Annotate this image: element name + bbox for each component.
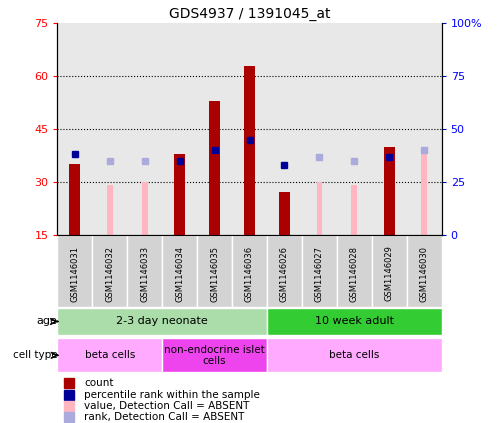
- Bar: [162, 23, 197, 235]
- Bar: [407, 235, 442, 307]
- Title: GDS4937 / 1391045_at: GDS4937 / 1391045_at: [169, 7, 330, 21]
- Text: GSM1146029: GSM1146029: [385, 245, 394, 302]
- Bar: [244, 66, 255, 235]
- Bar: [267, 338, 442, 373]
- Text: non-endocrine islet
cells: non-endocrine islet cells: [164, 344, 265, 366]
- Bar: [232, 23, 267, 235]
- Bar: [57, 23, 92, 235]
- Bar: [421, 147, 427, 235]
- Text: GSM1146032: GSM1146032: [105, 245, 114, 302]
- Text: 10 week adult: 10 week adult: [315, 316, 394, 327]
- Bar: [316, 182, 322, 235]
- Bar: [302, 235, 337, 307]
- Text: beta cells: beta cells: [329, 350, 379, 360]
- Bar: [57, 338, 162, 373]
- Bar: [197, 235, 232, 307]
- Text: GSM1146033: GSM1146033: [140, 245, 149, 302]
- Bar: [107, 185, 113, 235]
- Text: age: age: [36, 316, 57, 327]
- Bar: [302, 23, 337, 235]
- Bar: [57, 308, 267, 335]
- Text: cell type: cell type: [13, 350, 57, 360]
- Text: GSM1146035: GSM1146035: [210, 245, 219, 302]
- Text: GSM1146026: GSM1146026: [280, 245, 289, 302]
- Text: GSM1146036: GSM1146036: [245, 245, 254, 302]
- Bar: [267, 235, 302, 307]
- Bar: [174, 154, 185, 235]
- Bar: [127, 23, 162, 235]
- Bar: [232, 235, 267, 307]
- Bar: [92, 235, 127, 307]
- Text: GSM1146028: GSM1146028: [350, 245, 359, 302]
- Bar: [162, 338, 267, 373]
- Text: value, Detection Call = ABSENT: value, Detection Call = ABSENT: [84, 401, 250, 411]
- Bar: [372, 23, 407, 235]
- Bar: [351, 185, 357, 235]
- Text: GSM1146030: GSM1146030: [420, 245, 429, 302]
- Bar: [407, 23, 442, 235]
- Text: count: count: [84, 379, 114, 388]
- Bar: [142, 182, 148, 235]
- Bar: [337, 23, 372, 235]
- Text: GSM1146027: GSM1146027: [315, 245, 324, 302]
- Text: 2-3 day neonate: 2-3 day neonate: [116, 316, 208, 327]
- Bar: [197, 23, 232, 235]
- Text: GSM1146034: GSM1146034: [175, 245, 184, 302]
- Bar: [57, 235, 92, 307]
- Bar: [162, 235, 197, 307]
- Bar: [279, 192, 290, 235]
- Text: GSM1146031: GSM1146031: [70, 245, 79, 302]
- Bar: [267, 308, 442, 335]
- Bar: [384, 147, 395, 235]
- Bar: [69, 164, 80, 235]
- Bar: [92, 23, 127, 235]
- Bar: [267, 23, 302, 235]
- Text: beta cells: beta cells: [85, 350, 135, 360]
- Text: rank, Detection Call = ABSENT: rank, Detection Call = ABSENT: [84, 412, 245, 422]
- Bar: [337, 235, 372, 307]
- Text: percentile rank within the sample: percentile rank within the sample: [84, 390, 260, 400]
- Bar: [127, 235, 162, 307]
- Bar: [372, 235, 407, 307]
- Bar: [209, 101, 220, 235]
